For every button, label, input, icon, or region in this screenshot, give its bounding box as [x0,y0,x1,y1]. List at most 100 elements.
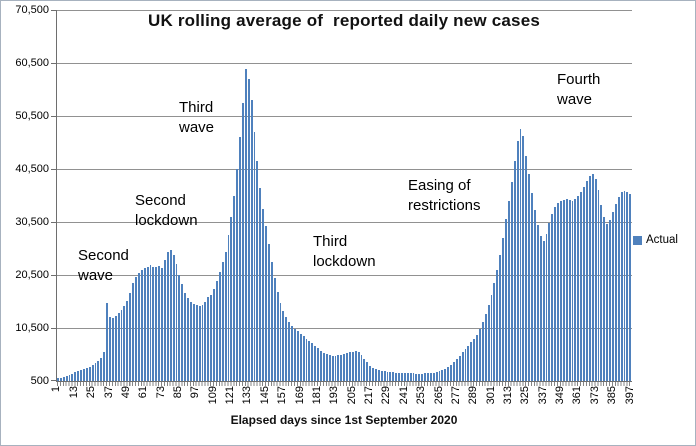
bar [516,140,519,381]
bar [438,371,441,381]
annotation-line: Third [313,233,348,250]
x-tick-label: 73 [154,386,167,399]
bar [325,353,328,381]
x-tick-label: 133 [241,386,254,405]
bar [135,276,137,381]
bar [129,292,132,381]
x-tick-label: 385 [606,386,619,405]
bar [487,305,490,381]
bar [340,354,343,381]
legend-swatch-icon [633,235,642,245]
bar [403,373,406,381]
bar-series [57,10,632,381]
x-tick-label: 277 [449,386,462,405]
bar [479,329,481,381]
bar [71,373,74,381]
bar [80,370,83,381]
annotation-line: wave [557,91,593,108]
bar [308,340,311,381]
bar [233,195,236,381]
y-tick-label: 30,500 [15,216,49,228]
bar [455,359,458,381]
bar [256,161,259,381]
bar [559,201,562,381]
bar [291,325,294,381]
bar [533,209,536,381]
bar [152,266,155,381]
bar [143,268,146,381]
bar [296,331,299,381]
x-tick-label: 253 [415,386,428,405]
bar [545,234,548,381]
bar [476,334,479,381]
bar [337,355,340,381]
bar [163,260,166,381]
x-tick-label: 37 [102,386,115,399]
bar [178,275,181,381]
bar [213,289,215,381]
bar [175,264,178,381]
annotation-line: Second [135,192,186,209]
bar [617,197,620,381]
bar [343,353,346,381]
bar [227,235,230,381]
bar [207,297,210,381]
bar [161,267,163,381]
bar [565,199,568,381]
bar [374,369,377,381]
x-tick-label: 229 [380,386,393,405]
y-tick-label: 40,500 [15,163,49,176]
bar [346,353,348,381]
bar [262,208,265,381]
annotation: Second lockdown [135,191,198,231]
bar [450,365,453,381]
bar [169,250,172,381]
x-tick-label: 313 [501,386,514,405]
bar [100,358,103,381]
bar [253,131,256,381]
bar [77,371,80,381]
bar [513,161,516,381]
x-tick-label: 49 [119,386,132,399]
y-axis-tick [51,380,57,381]
bar [62,376,65,381]
y-axis-tick [51,10,57,11]
bar [525,155,528,381]
bar [421,373,424,381]
bar [59,377,62,381]
bar [412,373,415,381]
bar [551,213,554,381]
annotation-line: wave [179,119,215,136]
bar [444,369,447,381]
annotation-line: wave [78,267,114,284]
bar [74,372,77,381]
y-tick-label: 60,500 [15,57,49,69]
bar [603,217,606,381]
bar [181,284,184,381]
annotation-line: lockdown [135,212,198,229]
bar [484,314,487,381]
y-tick-label: 500 [30,375,49,387]
y-axis-labels: 500 10,500 20,500 30,500 40,500 50,500 60,500 7… [1,4,49,387]
bar [493,282,496,381]
bar [210,295,213,381]
x-tick-label: 1 [50,386,63,393]
x-tick-label: 169 [293,386,306,405]
y-tick-label: 20,500 [15,269,49,282]
x-tick-label: 157 [276,386,289,405]
bar [606,223,609,381]
bar [539,236,542,381]
bar [510,182,513,381]
bar [311,343,314,381]
y-axis-tick [51,63,57,64]
bar [97,361,100,381]
bar [577,196,580,381]
bar [288,322,291,381]
bar [620,192,623,381]
bar [103,351,106,381]
bar [377,370,380,381]
bar [554,207,557,381]
bar [314,346,317,381]
bar [334,355,337,381]
bar [470,342,473,381]
